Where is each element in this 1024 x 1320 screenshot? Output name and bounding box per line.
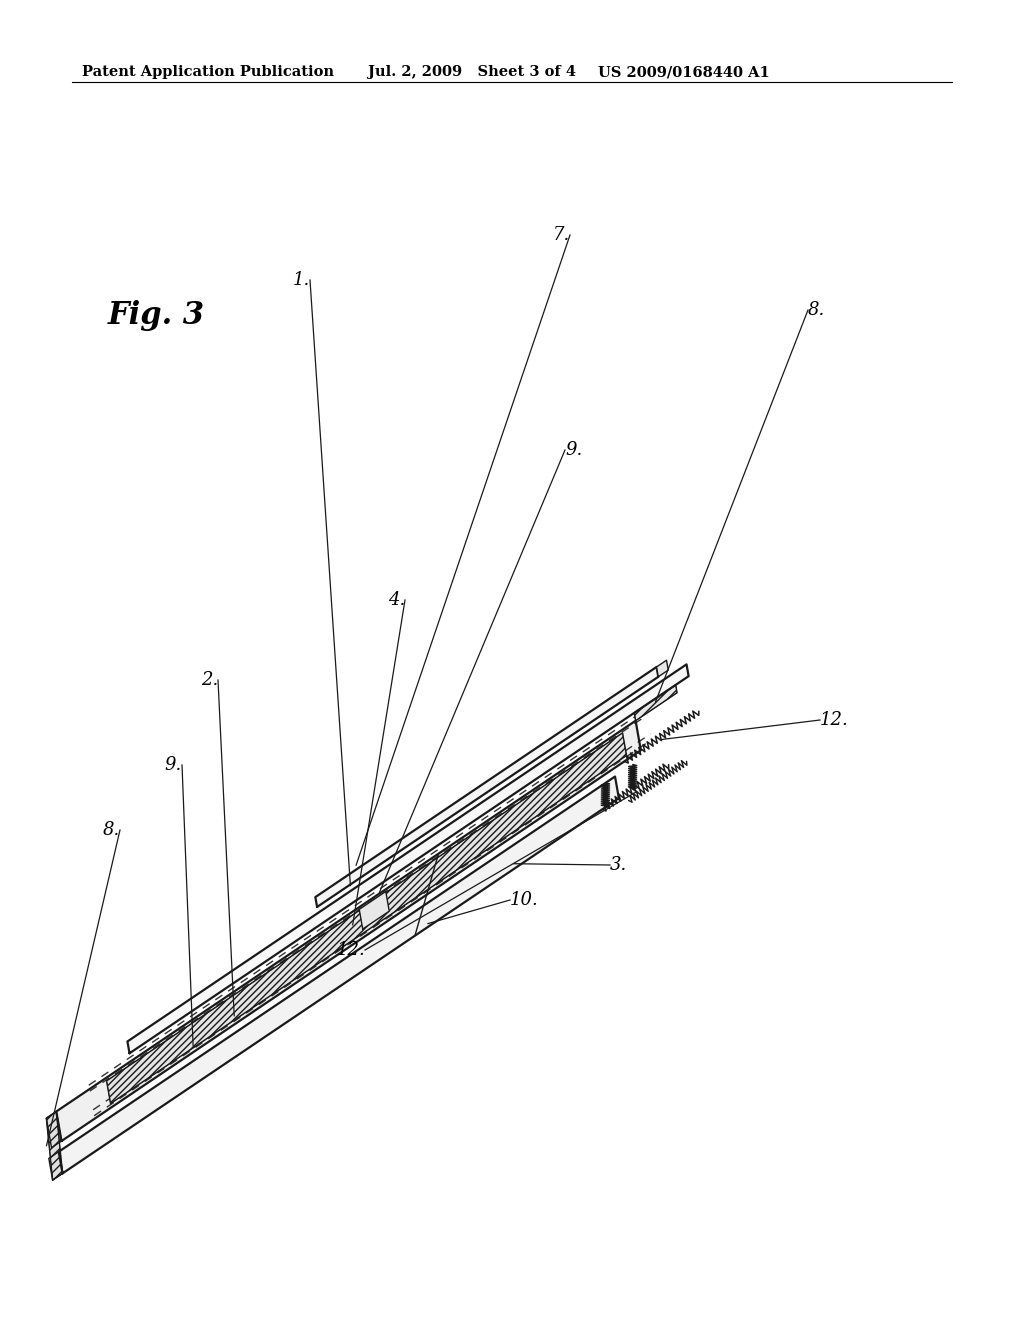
Text: 9.: 9. [165,756,182,774]
Text: Patent Application Publication: Patent Application Publication [82,65,334,79]
Polygon shape [315,667,658,907]
Text: 8.: 8. [808,301,825,319]
Text: 12.: 12. [336,941,365,960]
Text: 7.: 7. [553,226,570,244]
Text: US 2009/0168440 A1: US 2009/0168440 A1 [598,65,770,79]
Text: 3.: 3. [610,855,628,874]
Text: 9.: 9. [565,441,583,459]
Polygon shape [49,1152,62,1180]
Polygon shape [46,1111,62,1180]
Text: 4.: 4. [388,591,406,609]
Text: Jul. 2, 2009   Sheet 3 of 4: Jul. 2, 2009 Sheet 3 of 4 [368,65,575,79]
Text: 2.: 2. [201,671,218,689]
Polygon shape [46,1111,61,1148]
Polygon shape [359,891,389,929]
Text: 1.: 1. [293,271,310,289]
Polygon shape [656,660,669,677]
Text: 12.: 12. [820,711,849,729]
Polygon shape [106,733,627,1104]
Text: Fig. 3: Fig. 3 [108,300,205,331]
Text: 8.: 8. [102,821,120,840]
Polygon shape [127,664,688,1053]
Text: 10.: 10. [510,891,539,909]
Polygon shape [634,685,677,721]
Polygon shape [56,721,641,1140]
Polygon shape [58,776,618,1173]
